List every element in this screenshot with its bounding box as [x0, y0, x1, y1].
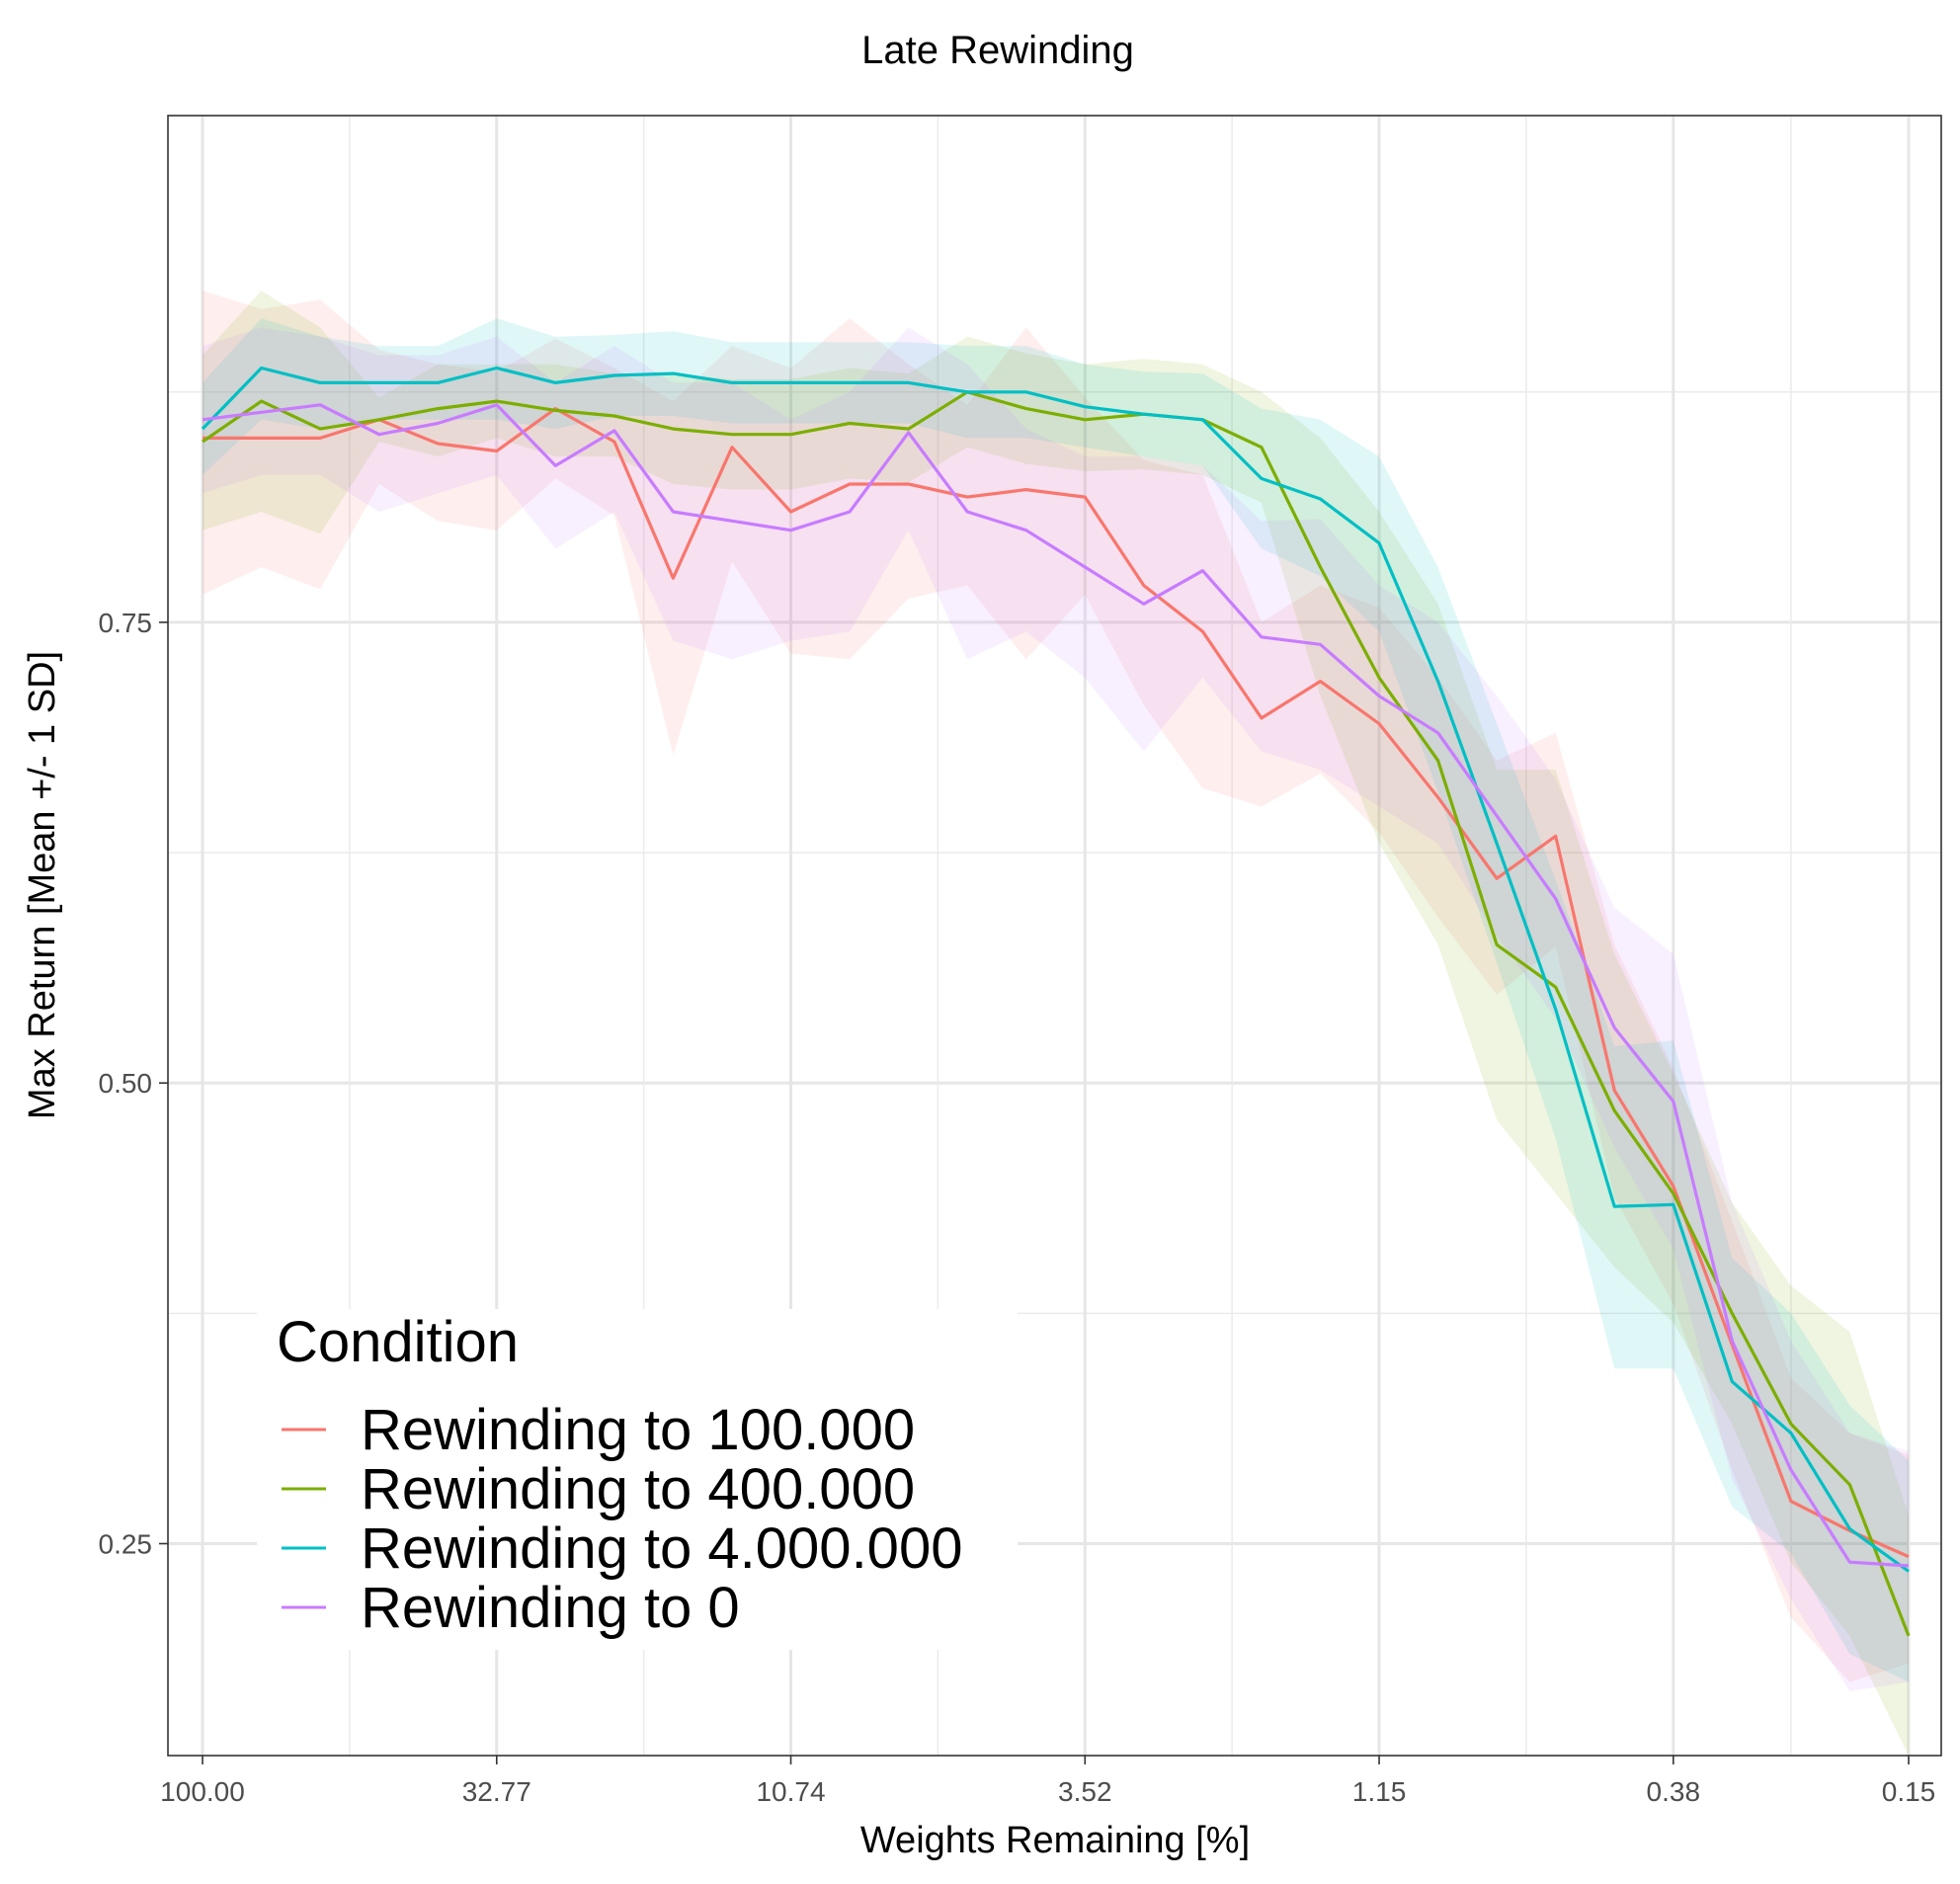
legend-label-series-2: Rewinding to 400.000 — [361, 1457, 915, 1521]
x-tick-label: 0.15 — [1882, 1776, 1936, 1807]
y-axis-title: Max Return [Mean +/- 1 SD] — [22, 651, 63, 1119]
x-tick-label: 32.77 — [462, 1776, 531, 1807]
mean-line-series-2 — [202, 390, 1911, 1637]
legend-label-series-1: Rewinding to 100.000 — [361, 1398, 915, 1462]
legend-background — [257, 1309, 1018, 1650]
y-tick-label: 0.25 — [99, 1529, 153, 1560]
y-tick-label: 0.50 — [99, 1068, 153, 1099]
x-tick-label: 0.38 — [1647, 1776, 1701, 1807]
x-tick-label: 100.00 — [160, 1776, 245, 1807]
sd-band-series-3 — [203, 318, 1909, 1682]
legend-label-series-4: Rewinding to 0 — [361, 1576, 740, 1640]
series-lines — [201, 366, 1911, 1637]
legend-title: Condition — [277, 1310, 519, 1374]
chart-title: Late Rewinding — [861, 29, 1134, 72]
x-axis-ticks: 100.00 32.77 10.74 3.52 1.15 0.38 0.15 — [160, 1756, 1935, 1807]
legend-label-series-3: Rewinding to 4.000.000 — [361, 1516, 962, 1581]
legend: Condition Rewinding to 100.000Rewinding … — [257, 1309, 1018, 1650]
mean-line-series-1 — [203, 407, 1910, 1559]
sd-band-series-2 — [203, 290, 1909, 1757]
mean-line-series-3 — [201, 366, 1910, 1573]
y-axis-ticks: 0.25 0.50 0.75 — [99, 608, 168, 1560]
plot-panel-border — [167, 115, 1942, 1757]
x-tick-label: 3.52 — [1058, 1776, 1112, 1807]
mean-line-series-4 — [202, 403, 1910, 1568]
x-axis-title: Weights Remaining [%] — [860, 1820, 1250, 1861]
x-tick-label: 10.74 — [756, 1776, 825, 1807]
y-tick-label: 0.75 — [99, 608, 153, 638]
x-tick-label: 1.15 — [1352, 1776, 1407, 1807]
